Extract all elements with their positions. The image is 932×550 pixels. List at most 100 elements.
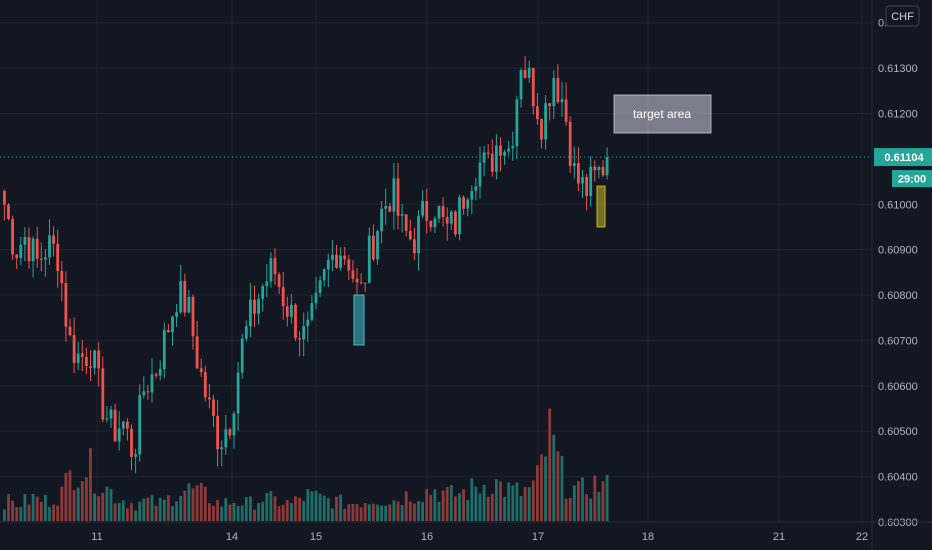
volume-bar xyxy=(39,501,43,521)
volume-bar xyxy=(48,507,51,521)
candle-body xyxy=(179,281,183,313)
candle-body xyxy=(372,235,375,260)
volume-bar xyxy=(437,501,441,521)
volume-bar xyxy=(503,496,506,521)
candle-body xyxy=(552,78,556,107)
candle-body xyxy=(384,206,388,209)
volume-bar xyxy=(187,483,191,521)
candle-body xyxy=(281,286,285,307)
volume-bar xyxy=(376,504,379,521)
volume-bar xyxy=(474,486,478,521)
volume-bar xyxy=(531,480,535,521)
x-axis: 11 14 15 16 17 18 21 22 xyxy=(91,531,868,543)
candle-body xyxy=(109,409,113,419)
volume-bar xyxy=(466,499,470,521)
volume-bar xyxy=(113,503,117,521)
volume-bar xyxy=(544,456,547,521)
volume-bar xyxy=(80,481,84,521)
volume-bar xyxy=(195,485,199,521)
candle-body xyxy=(183,281,187,313)
volume-bar xyxy=(413,503,416,521)
candle-body xyxy=(232,413,236,436)
volume-bar xyxy=(593,475,597,521)
x-tick-label: 17 xyxy=(532,531,544,543)
volume-bar xyxy=(478,493,482,521)
currency-text: CHF xyxy=(891,11,914,23)
volume-bar xyxy=(109,488,113,521)
candle-body xyxy=(556,78,560,103)
volume-bar xyxy=(179,495,183,521)
volume-bar xyxy=(331,508,334,521)
candle-body xyxy=(388,206,392,212)
candle-body xyxy=(531,67,535,107)
volume-bar xyxy=(183,490,187,521)
candle-body xyxy=(445,216,449,224)
y-tick-label: 0.60900 xyxy=(878,245,918,257)
candle-body xyxy=(437,206,441,219)
candle-body xyxy=(421,201,424,216)
volume-bar xyxy=(568,497,572,521)
candle-body xyxy=(355,278,359,283)
volume-bar xyxy=(244,497,248,521)
volume-bar xyxy=(343,508,347,521)
candle-body xyxy=(76,353,80,364)
volume-bar xyxy=(560,455,564,521)
y-tick-label: 0.60400 xyxy=(878,472,918,484)
volume-bar xyxy=(523,486,527,521)
candle-body xyxy=(195,336,199,369)
volume-bar xyxy=(322,495,326,521)
volume-bar xyxy=(310,491,314,521)
candle-body xyxy=(417,215,420,254)
candle-body xyxy=(589,166,593,196)
candle-body xyxy=(400,214,404,216)
candle-body xyxy=(314,292,318,304)
candle-body xyxy=(294,304,297,339)
x-tick-label: 21 xyxy=(773,531,785,543)
candle-body xyxy=(548,103,552,107)
y-tick-label: 0.61300 xyxy=(878,63,918,75)
volume-bar xyxy=(171,506,174,521)
candle-body xyxy=(31,238,35,262)
candle-body xyxy=(523,70,527,78)
volume-bar xyxy=(89,448,92,521)
candle-body xyxy=(302,326,306,340)
volume-bar xyxy=(162,499,166,521)
candle-body xyxy=(597,167,601,171)
candle-body xyxy=(11,219,14,255)
candle-body xyxy=(117,428,121,442)
candle-body xyxy=(265,281,269,287)
target-area-annotation[interactable]: target area xyxy=(613,94,712,134)
volume-bar xyxy=(249,496,252,521)
last-price-text: 0.61104 xyxy=(884,152,924,164)
candle-body xyxy=(15,254,19,259)
volume-bar xyxy=(85,477,88,521)
currency-label[interactable]: CHF xyxy=(885,5,920,27)
x-tick-label: 11 xyxy=(91,531,102,543)
candle-body xyxy=(175,312,178,317)
candle-body xyxy=(171,316,174,333)
candle-body xyxy=(392,178,396,212)
candle-body xyxy=(499,145,502,156)
candle-body xyxy=(97,350,101,369)
volume-bars xyxy=(3,408,609,521)
volume-bar xyxy=(429,494,433,521)
volume-bar xyxy=(121,500,125,521)
volume-bar xyxy=(68,470,72,521)
candle-body xyxy=(3,191,6,205)
candle-body xyxy=(581,176,584,184)
candle-body xyxy=(105,418,109,420)
candle-body xyxy=(519,70,523,100)
volume-bar xyxy=(27,504,31,521)
volume-bar xyxy=(72,490,76,521)
candle-body xyxy=(298,338,301,340)
candle-body xyxy=(101,368,105,420)
candle-body xyxy=(167,329,170,333)
volume-bar xyxy=(138,501,142,521)
candle-body xyxy=(228,429,232,436)
candle-body xyxy=(220,447,224,450)
volume-bar xyxy=(253,509,256,521)
candle-body xyxy=(240,338,244,373)
volume-bar xyxy=(367,504,371,521)
